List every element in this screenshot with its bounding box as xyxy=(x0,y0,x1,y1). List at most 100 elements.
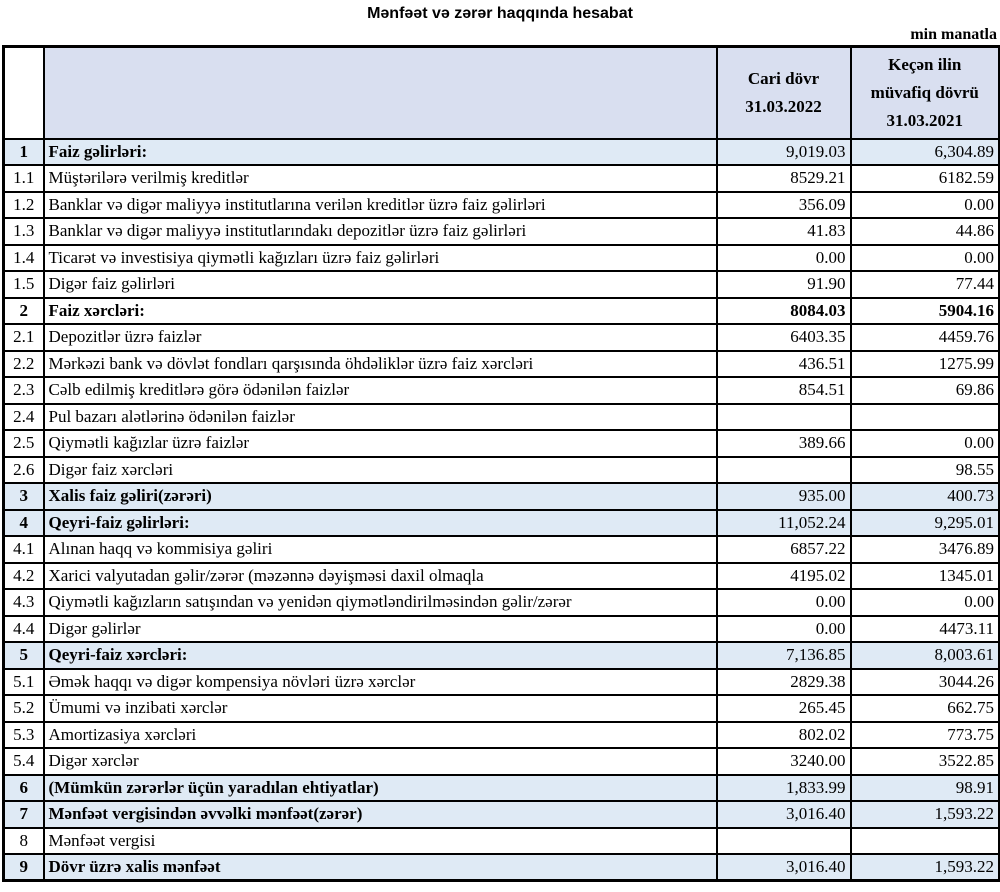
current-period-value: 4195.02 xyxy=(715,561,852,590)
current-period-value: 1,833.99 xyxy=(715,773,852,802)
header-current-period: Cari dövr 31.03.2022 xyxy=(715,45,852,140)
previous-period-value: 98.91 xyxy=(849,773,1000,802)
row-label-cell: Alınan haqq və kommisiya gəliri xyxy=(42,535,718,564)
previous-period-value: 0.00 xyxy=(849,429,1000,458)
previous-period-value: 9,295.01 xyxy=(849,508,1000,537)
header-number-cell xyxy=(2,45,45,140)
row-label-cell: Mənfəət vergisindən əvvəlki mənfəət(zərə… xyxy=(42,800,718,829)
table-row: 2.4 Pul bazarı alətlərinə ödənilən faizl… xyxy=(2,402,1000,431)
row-label-cell: Pul bazarı alətlərinə ödənilən faizlər xyxy=(42,402,718,431)
row-number-cell: 5.2 xyxy=(2,694,45,723)
table-row: 1.5 Digər faiz gəlirləri 91.90 77.44 xyxy=(2,270,1000,299)
current-period-value xyxy=(715,826,852,855)
row-number-cell: 2.1 xyxy=(2,323,45,352)
current-period-value: 0.00 xyxy=(715,243,852,272)
current-period-value: 41.83 xyxy=(715,217,852,246)
previous-period-value: 4473.11 xyxy=(849,614,1000,643)
table-row: 9 Dövr üzrə xalis mənfəət 3,016.40 1,593… xyxy=(2,853,1000,882)
previous-period-value: 1,593.22 xyxy=(849,800,1000,829)
row-label-cell: Xalis faiz gəliri(zərəri) xyxy=(42,482,718,511)
header-row: Cari dövr 31.03.2022 Keçən ilin müvafiq … xyxy=(2,45,1000,140)
row-label-cell: Faiz xərcləri: xyxy=(42,296,718,325)
row-number-cell: 6 xyxy=(2,773,45,802)
row-number-cell: 4 xyxy=(2,508,45,537)
previous-period-value: 0.00 xyxy=(849,190,1000,219)
current-period-value: 2829.38 xyxy=(715,667,852,696)
row-number-cell: 2.3 xyxy=(2,376,45,405)
previous-period-value: 3522.85 xyxy=(849,747,1000,776)
current-period-value: 91.90 xyxy=(715,270,852,299)
table-row: 5 Qeyri-faiz xərcləri: 7,136.85 8,003.61 xyxy=(2,641,1000,670)
row-number-cell: 1 xyxy=(2,137,45,166)
table-row: 5.2 Ümumi və inzibati xərclər 265.45 662… xyxy=(2,694,1000,723)
row-number-cell: 7 xyxy=(2,800,45,829)
row-label-cell: Xarici valyutadan gəlir/zərər (məzənnə d… xyxy=(42,561,718,590)
row-label-cell: Digər faiz xərcləri xyxy=(42,455,718,484)
row-number-cell: 2.6 xyxy=(2,455,45,484)
table-row: 2.3 Cəlb edilmiş kreditlərə görə ödənilə… xyxy=(2,376,1000,405)
row-label-cell: Dövr üzrə xalis mənfəət xyxy=(42,853,718,882)
previous-period-value: 0.00 xyxy=(849,243,1000,272)
row-label-cell: Depozitlər üzrə faizlər xyxy=(42,323,718,352)
row-label-cell: Müştərilərə verilmiş kreditlər xyxy=(42,164,718,193)
table-row: 2.6 Digər faiz xərcləri 98.55 xyxy=(2,455,1000,484)
previous-period-value: 77.44 xyxy=(849,270,1000,299)
current-period-value: 0.00 xyxy=(715,614,852,643)
table-row: 5.3 Amortizasiya xərcləri 802.02 773.75 xyxy=(2,720,1000,749)
table-row: 1 Faiz gəlirləri: 9,019.03 6,304.89 xyxy=(2,137,1000,166)
current-period-value: 6403.35 xyxy=(715,323,852,352)
row-label-cell: Digər xərclər xyxy=(42,747,718,776)
row-label-cell: Mənfəət vergisi xyxy=(42,826,718,855)
table-row: 2.5 Qiymətli kağızlar üzrə faizlər 389.6… xyxy=(2,429,1000,458)
previous-period-value: 6182.59 xyxy=(849,164,1000,193)
row-label-cell: Qeyri-faiz xərcləri: xyxy=(42,641,718,670)
current-period-value: 3,016.40 xyxy=(715,800,852,829)
previous-period-value: 8,003.61 xyxy=(849,641,1000,670)
table-row: 1.2 Banklar və digər maliyyə institutlar… xyxy=(2,190,1000,219)
table-row: 4 Qeyri-faiz gəlirləri: 11,052.24 9,295.… xyxy=(2,508,1000,537)
row-number-cell: 5.3 xyxy=(2,720,45,749)
current-period-value: 8084.03 xyxy=(715,296,852,325)
row-label-cell: Qiymətli kağızlar üzrə faizlər xyxy=(42,429,718,458)
previous-period-value: 400.73 xyxy=(849,482,1000,511)
row-number-cell: 2.2 xyxy=(2,349,45,378)
row-number-cell: 9 xyxy=(2,853,45,882)
row-number-cell: 4.1 xyxy=(2,535,45,564)
current-period-value: 3,016.40 xyxy=(715,853,852,882)
table-row: 3 Xalis faiz gəliri(zərəri) 935.00 400.7… xyxy=(2,482,1000,511)
previous-period-value: 773.75 xyxy=(849,720,1000,749)
previous-period-value: 44.86 xyxy=(849,217,1000,246)
row-number-cell: 1.4 xyxy=(2,243,45,272)
previous-period-value: 4459.76 xyxy=(849,323,1000,352)
row-number-cell: 8 xyxy=(2,826,45,855)
previous-period-value: 1275.99 xyxy=(849,349,1000,378)
row-label-cell: Banklar və digər maliyyə institutlarına … xyxy=(42,190,718,219)
current-period-value: 6857.22 xyxy=(715,535,852,564)
row-number-cell: 4.4 xyxy=(2,614,45,643)
current-period-value xyxy=(715,402,852,431)
table-row: 2 Faiz xərcləri: 8084.03 5904.16 xyxy=(2,296,1000,325)
row-label-cell: Banklar və digər maliyyə institutlarında… xyxy=(42,217,718,246)
row-label-cell: Mərkəzi bank və dövlət fondları qarşısın… xyxy=(42,349,718,378)
previous-period-value xyxy=(849,402,1000,431)
previous-period-value: 1345.01 xyxy=(849,561,1000,590)
row-label-cell: Qiymətli kağızların satışından və yenidə… xyxy=(42,588,718,617)
row-label-cell: Qeyri-faiz gəlirləri: xyxy=(42,508,718,537)
row-label-cell: Cəlb edilmiş kreditlərə görə ödənilən fa… xyxy=(42,376,718,405)
table-row: 5.1 Əmək haqqı və digər kompensiya növlə… xyxy=(2,667,1000,696)
previous-period-value: 662.75 xyxy=(849,694,1000,723)
row-number-cell: 2 xyxy=(2,296,45,325)
row-label-cell: Əmək haqqı və digər kompensiya növləri ü… xyxy=(42,667,718,696)
table-body: 1 Faiz gəlirləri: 9,019.03 6,304.89 1.1 … xyxy=(2,137,1000,882)
row-label-cell: Digər faiz gəlirləri xyxy=(42,270,718,299)
current-period-value: 11,052.24 xyxy=(715,508,852,537)
current-period-value: 9,019.03 xyxy=(715,137,852,166)
row-label-cell: Ticarət və investisiya qiymətli kağızlar… xyxy=(42,243,718,272)
row-label-cell: Amortizasiya xərcləri xyxy=(42,720,718,749)
table-row: 2.2 Mərkəzi bank və dövlət fondları qarş… xyxy=(2,349,1000,378)
current-period-value: 935.00 xyxy=(715,482,852,511)
previous-period-value: 5904.16 xyxy=(849,296,1000,325)
row-label-cell: Digər gəlirlər xyxy=(42,614,718,643)
table-row: 8 Mənfəət vergisi xyxy=(2,826,1000,855)
table-row: 4.4 Digər gəlirlər 0.00 4473.11 xyxy=(2,614,1000,643)
